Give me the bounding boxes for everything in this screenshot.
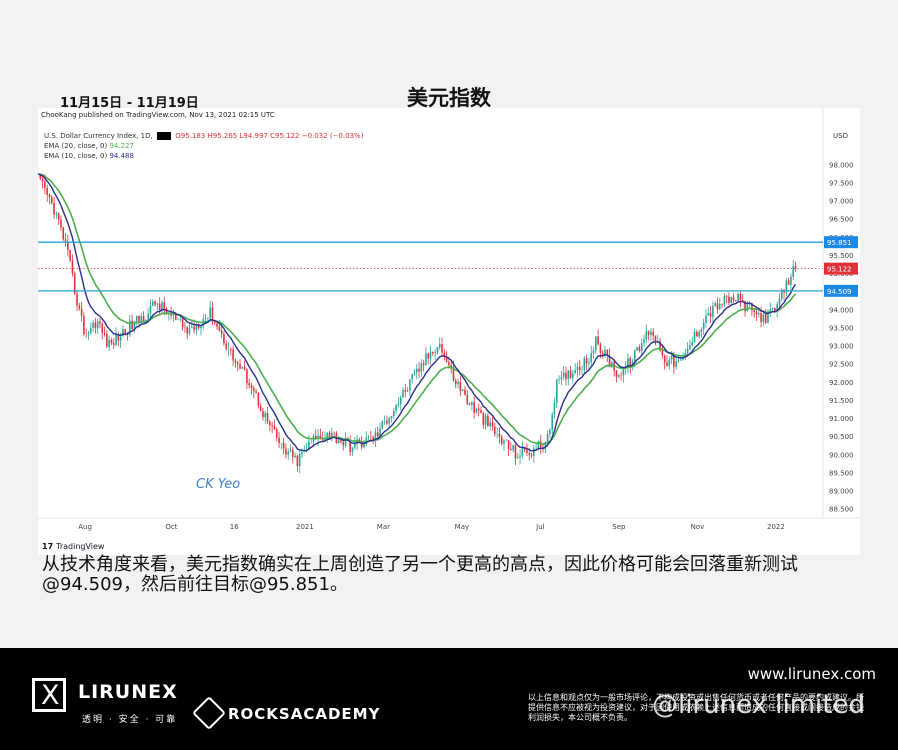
y-tick-label: 95.500 bbox=[829, 252, 854, 260]
y-tick-label: 97.500 bbox=[829, 179, 854, 187]
rocksacademy-brand: ROCKSACADEMY bbox=[228, 705, 381, 723]
publisher-line: ChooKang published on TradingView.com, N… bbox=[41, 111, 275, 119]
ema10-line bbox=[38, 173, 797, 452]
y-tick-label: 96.500 bbox=[829, 216, 854, 224]
currency-label: USD bbox=[833, 132, 848, 140]
x-tick-label: 2021 bbox=[296, 523, 314, 531]
x-tick-label: May bbox=[455, 523, 469, 531]
ema10-label: EMA (10, close, 0) bbox=[44, 152, 108, 160]
symbol-label: U.S. Dollar Currency Index, 1D, bbox=[44, 132, 153, 140]
x-tick-label: Nov bbox=[691, 523, 705, 531]
tradingview-logo[interactable]: 17 TradingView bbox=[42, 542, 104, 551]
y-tick-label: 91.500 bbox=[829, 397, 854, 405]
ohlc-close-label: C bbox=[270, 132, 275, 140]
x-tick-label: Aug bbox=[78, 523, 92, 531]
chart-panel: USD98.00097.50097.00096.50096.00095.5009… bbox=[38, 108, 860, 555]
ema20-value: 94.227 bbox=[109, 142, 134, 150]
tradingview-logo-mark: 17 bbox=[42, 542, 54, 551]
symbol-color-box bbox=[156, 132, 171, 140]
level-label-box bbox=[824, 284, 858, 297]
y-tick-label: 90.500 bbox=[829, 433, 854, 441]
price-chart[interactable]: USD98.00097.50097.00096.50096.00095.5009… bbox=[38, 108, 860, 555]
y-tick-label: 89.000 bbox=[829, 488, 854, 496]
footer: X LIRUNEX 透明 · 安全 · 可靠 ROCKSACADEMY www.… bbox=[0, 648, 898, 750]
rocksacademy-logo-icon bbox=[192, 696, 226, 730]
x-tick-label: Jul bbox=[535, 523, 545, 531]
ema20-label: EMA (20, close, 0) bbox=[44, 142, 108, 150]
ohlc-open: 95.183 bbox=[180, 132, 206, 140]
y-tick-label: 92.000 bbox=[829, 379, 854, 387]
y-tick-label: 91.000 bbox=[829, 415, 854, 423]
ohlc-change: −0.032 (−0.03%) bbox=[301, 132, 364, 140]
y-tick-label: 97.000 bbox=[829, 198, 854, 206]
y-tick-label: 94.000 bbox=[829, 306, 854, 314]
y-tick-label: 90.000 bbox=[829, 451, 854, 459]
ohlc-high: 95.265 bbox=[212, 132, 238, 140]
y-tick-label: 93.000 bbox=[829, 343, 854, 351]
x-tick-label: Oct bbox=[165, 523, 177, 531]
lirunex-brand: LIRUNEX bbox=[78, 681, 178, 703]
legend-symbol-row: U.S. Dollar Currency Index, 1D, O95.183 … bbox=[44, 131, 363, 141]
lirunex-logo-letter: X bbox=[41, 680, 60, 711]
website-link[interactable]: www.lirunex.com bbox=[747, 665, 876, 683]
page-title: 美元指数 bbox=[407, 86, 491, 110]
date-range: 11月15日 - 11月19日 bbox=[60, 96, 199, 111]
ema10-value: 94.488 bbox=[109, 152, 134, 160]
ohlc-close: 95.122 bbox=[275, 132, 300, 140]
ohlc-low-label: L bbox=[239, 132, 244, 140]
y-tick-label: 92.500 bbox=[829, 361, 854, 369]
ema20-line bbox=[38, 173, 797, 445]
x-tick-label: Sep bbox=[612, 523, 626, 531]
lirunex-logo-icon: X bbox=[32, 678, 66, 712]
analysis-text: 从技术角度来看，美元指数确实在上周创造了另一个更高的高点，因此价格可能会回落重新… bbox=[42, 554, 798, 595]
last-price-box bbox=[824, 262, 858, 275]
x-tick-label: Mar bbox=[377, 523, 390, 531]
ck-yeo-annotation: CK Yeo bbox=[196, 477, 240, 492]
x-tick-label: 16 bbox=[230, 523, 239, 531]
disclaimer: 以上信息和观点仅为一般市场评论，不构成投资或出售任何货币或者任何产品的要约或建议… bbox=[528, 693, 864, 722]
ohlc-open-label: O bbox=[175, 132, 181, 140]
chart-legend: U.S. Dollar Currency Index, 1D, O95.183 … bbox=[44, 131, 363, 161]
ohlc-high-label: H bbox=[207, 132, 213, 140]
level-label: 94.509 bbox=[827, 288, 852, 296]
y-tick-label: 93.500 bbox=[829, 324, 854, 332]
legend-ema10-row: EMA (10, close, 0) 94.488 bbox=[44, 151, 363, 161]
tradingview-logo-text: TradingView bbox=[56, 542, 105, 551]
lirunex-slogan: 透明 · 安全 · 可靠 bbox=[82, 715, 178, 725]
level-label-box bbox=[824, 236, 858, 249]
y-tick-label: 89.500 bbox=[829, 469, 854, 477]
overlay-handle: @lirunex limited bbox=[652, 690, 865, 720]
y-tick-label: 88.500 bbox=[829, 506, 854, 514]
last-price-label: 95.122 bbox=[827, 266, 852, 274]
legend-ema20-row: EMA (20, close, 0) 94.227 bbox=[44, 141, 363, 151]
y-tick-label: 98.000 bbox=[829, 161, 854, 169]
x-tick-label: 2022 bbox=[767, 523, 785, 531]
ohlc-low: 94.997 bbox=[243, 132, 268, 140]
level-label: 95.851 bbox=[827, 239, 852, 247]
